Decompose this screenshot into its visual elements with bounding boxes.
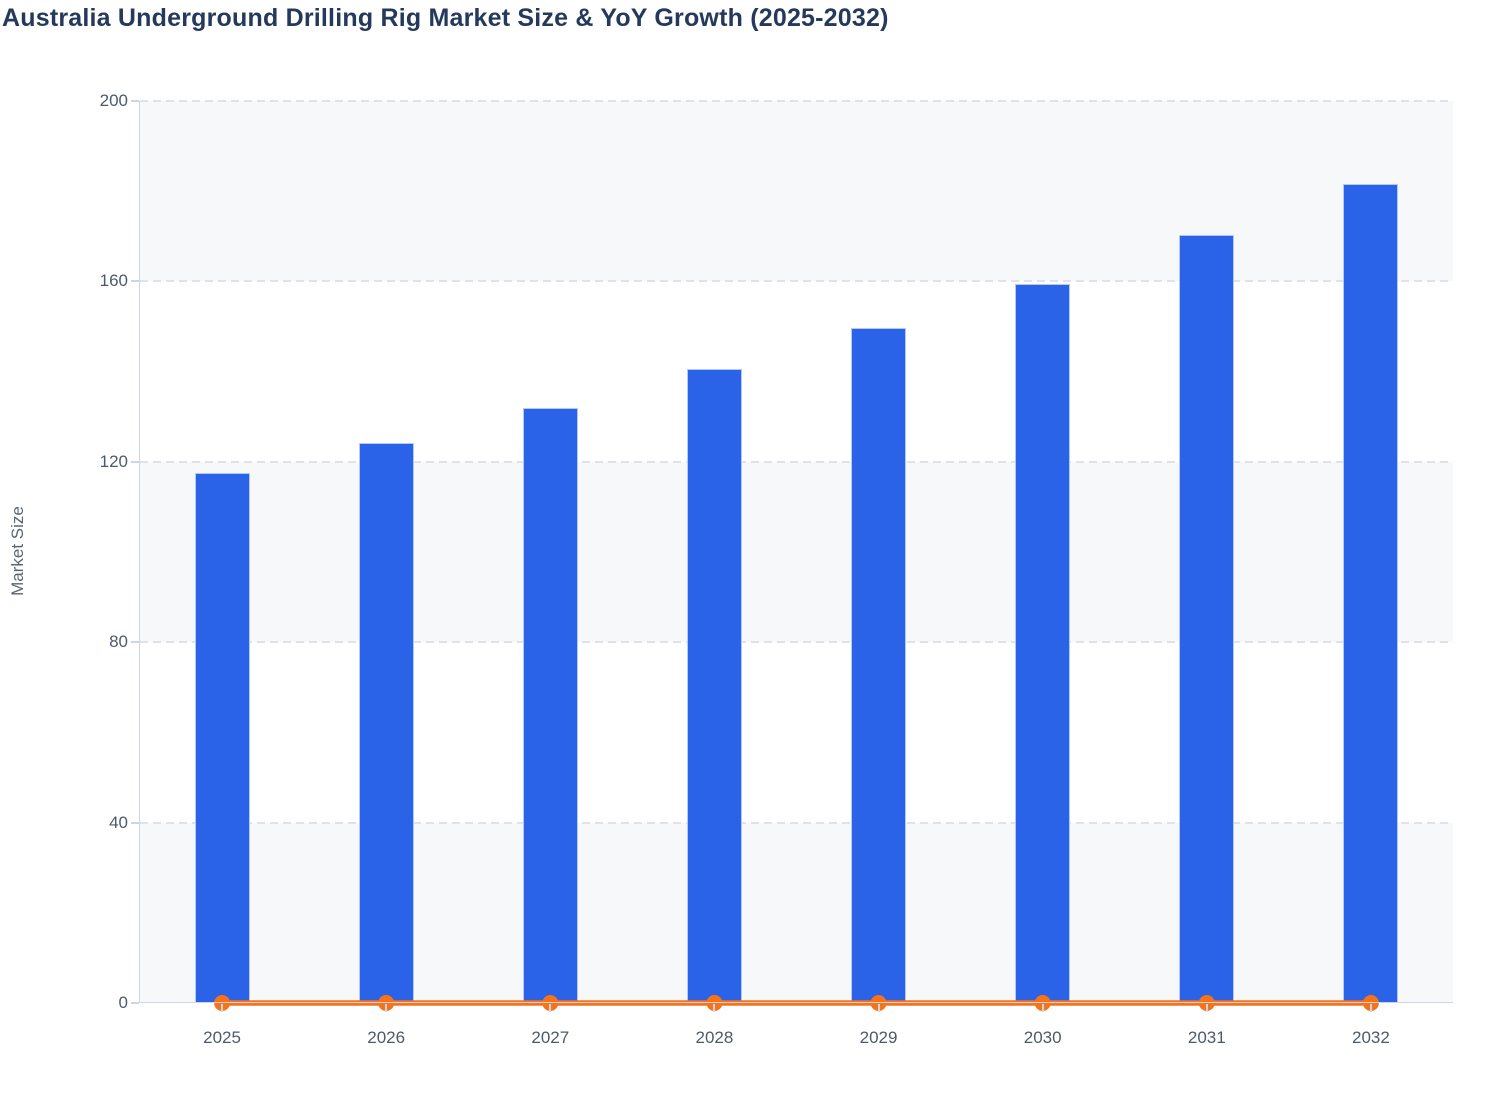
y-tick-mark [131,1002,139,1004]
bar-2032[interactable] [1343,183,1399,1003]
bar-2029[interactable] [851,328,907,1003]
x-tick-mark [877,1004,880,1012]
x-tick-label-2026: 2026 [367,1028,406,1047]
y-tick-mark [131,100,139,102]
gridline [140,100,1453,102]
bar-2030[interactable] [1015,283,1071,1003]
yoy-growth-marker-2029[interactable] [870,995,887,1011]
yoy-growth-marker-2028[interactable] [706,995,723,1011]
yoy-growth-marker-2025[interactable] [214,995,231,1011]
x-tick-mark [385,1004,388,1012]
x-tick-mark [1369,1004,1372,1012]
x-axis-line [139,1002,1453,1003]
y-axis-title: Market Size [8,506,27,596]
bar-2027[interactable] [522,407,578,1003]
y-tick-label: 160 [99,271,128,291]
gridline [140,641,1453,644]
x-tick-label-2027: 2027 [531,1028,570,1047]
x-tick-label-2028: 2028 [695,1028,734,1047]
yoy-growth-line-series [214,995,1379,1011]
x-tick-mark [1041,1004,1044,1012]
y-tick-label: 120 [99,451,128,471]
yoy-growth-marker-2030[interactable] [1034,995,1051,1011]
x-tick-label-2029: 2029 [859,1028,898,1047]
y-tick-mark [131,641,139,644]
y-axis-line [139,101,140,1003]
chart-title: Australia Underground Drilling Rig Marke… [2,4,889,32]
x-tick-label-2025: 2025 [203,1028,241,1047]
gridline [140,821,1453,824]
yoy-growth-marker-2026[interactable] [378,995,395,1011]
y-tick-mark [131,821,139,824]
yoy-growth-marker-2031[interactable] [1198,995,1215,1011]
gridline [140,280,1453,283]
y-tick-mark [131,280,139,283]
x-tick-label-2031: 2031 [1187,1028,1226,1047]
y-tick-label: 200 [99,91,128,110]
x-tick-mark [1205,1004,1208,1012]
gridline [140,460,1453,463]
y-tick-mark [131,460,139,463]
x-tick-mark [549,1004,552,1012]
plot-area [140,100,1453,1011]
x-tick-mark [221,1004,224,1012]
y-tick-label: 0 [118,993,128,1012]
x-tick-mark [713,1004,716,1012]
y-tick-label: 80 [109,632,128,652]
y-tick-label: 40 [109,812,128,832]
yoy-growth-marker-2032[interactable] [1362,995,1379,1011]
x-tick-label-2032: 2032 [1352,1028,1390,1047]
bar-2026[interactable] [358,442,414,1003]
bar-2025[interactable] [194,473,250,1003]
bar-2031[interactable] [1179,235,1235,1003]
x-tick-label-2030: 2030 [1023,1028,1062,1047]
bar-2028[interactable] [686,369,742,1003]
yoy-growth-marker-2027[interactable] [542,995,559,1011]
